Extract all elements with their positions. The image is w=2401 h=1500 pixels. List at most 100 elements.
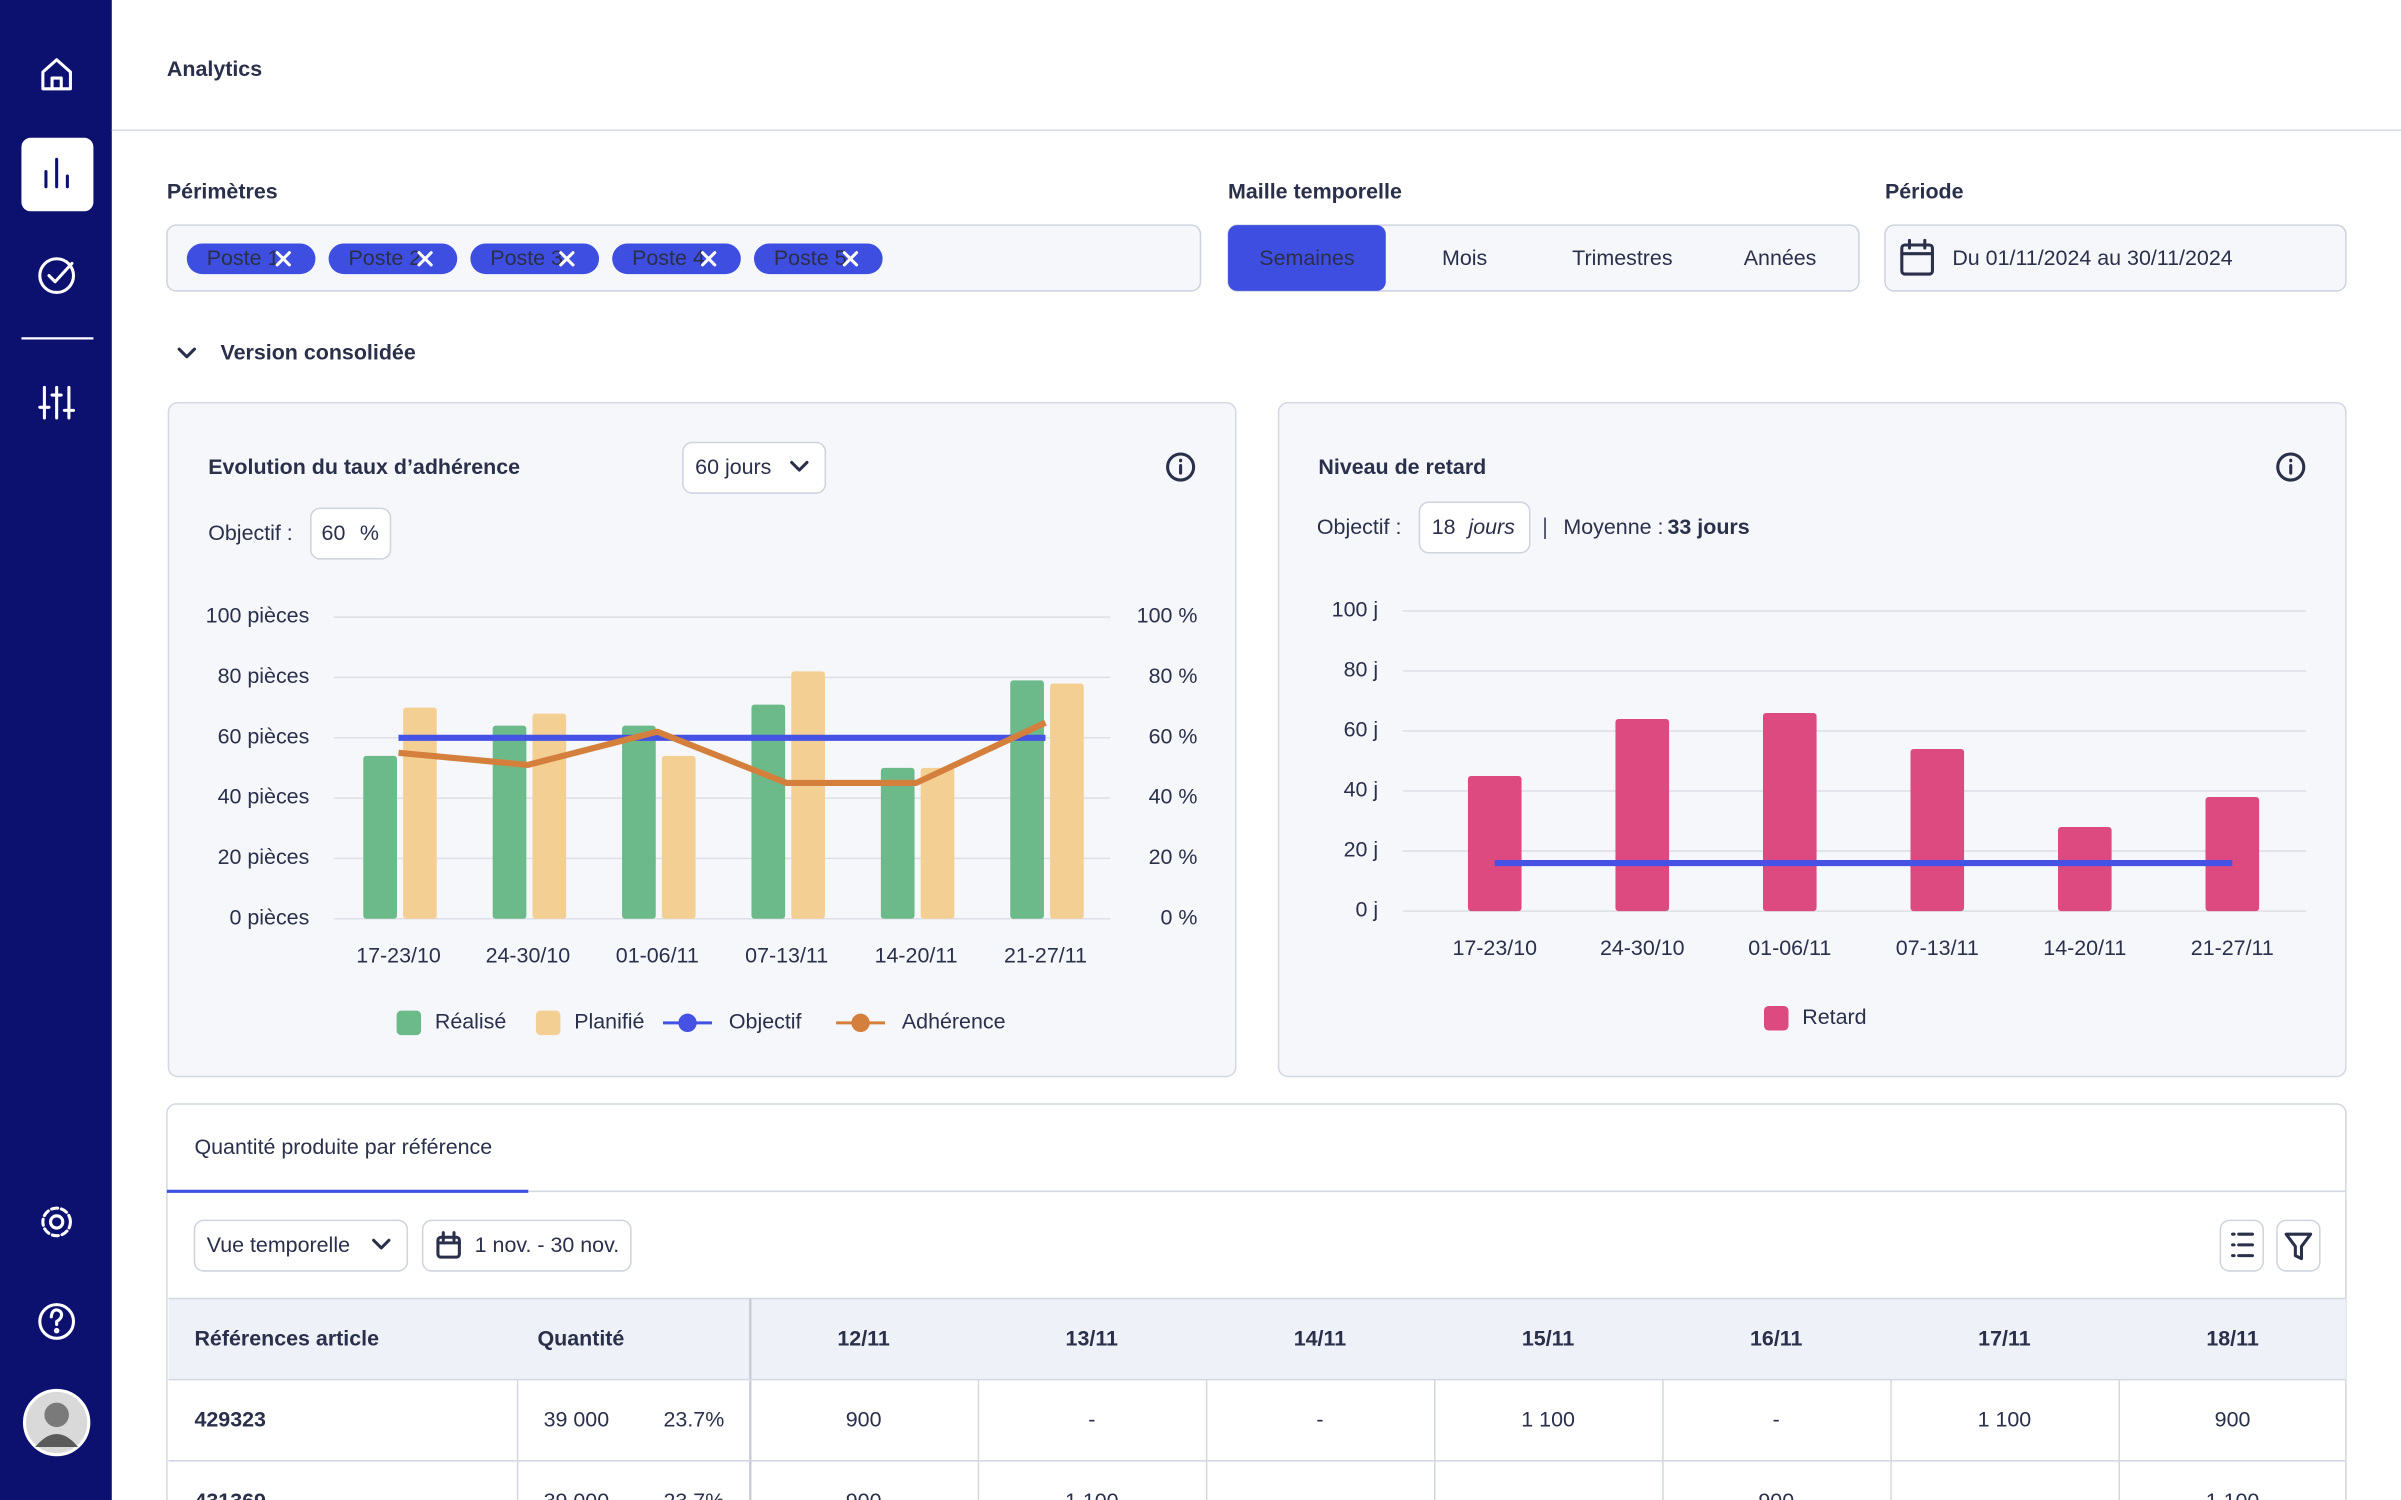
legend-label: Adhérence [902,1010,1006,1034]
reference-cell: 431369 [194,1489,266,1500]
column-header: 17/11 [1978,1326,2031,1350]
chip[interactable] [612,243,741,275]
period-field[interactable] [1884,224,2347,292]
chip[interactable] [470,243,600,275]
page-title: Analytics [167,57,262,81]
y2-tick-label: 20 % [1149,845,1198,869]
chip-remove[interactable] [701,251,717,267]
bar [1762,713,1817,912]
date-range-value: 1 nov. - 30 nov. [475,1233,619,1257]
chip[interactable] [328,243,458,275]
chip-label: Poste 5 [774,246,847,270]
objective-input[interactable] [1418,501,1531,554]
value-cell: 900 [846,1408,882,1432]
toggle-option[interactable]: Années [1744,246,1817,270]
y-tick-label: 40 j [1344,778,1379,802]
objective-value: 60 [322,521,346,545]
tab-label[interactable]: Quantité produite par référence [194,1135,492,1159]
value-cell: - [1545,1489,1552,1500]
x-tick-label: 21-27/11 [1004,944,1087,968]
toggle-active[interactable] [1228,225,1386,291]
y-tick-label: 20 pièces [218,845,310,869]
date-range-field[interactable] [421,1219,632,1272]
chip-remove[interactable] [417,251,433,267]
info-icon[interactable] [1166,452,1196,482]
legend-label: Retard [1802,1005,1866,1029]
objective-value: 18 [1432,515,1456,539]
objective-unit: % [360,521,379,545]
bar [622,725,656,919]
period-dropdown[interactable] [682,441,827,494]
calendar-icon-lines [1900,238,1934,256]
filter-button[interactable] [2276,1219,2321,1272]
avatar-body [35,1434,79,1448]
value-cell: - [2001,1489,2008,1500]
bar [791,671,825,919]
bar [2205,797,2260,912]
x-tick-label: 07-13/11 [745,944,828,968]
x-tick-label: 14-20/11 [875,944,958,968]
column-header: 15/11 [1522,1326,1575,1350]
y-tick-label: 60 pièces [218,724,310,748]
y-tick-label: 100 pièces [206,604,310,628]
y2-tick-label: 80 % [1149,664,1198,688]
objective-input[interactable] [310,507,392,560]
objective-unit: jours [1465,515,1515,539]
chip-remove[interactable] [275,251,291,267]
gear-icon[interactable] [41,1206,72,1238]
toggle-option[interactable]: Mois [1442,246,1487,270]
objective-label: Objectif : [1317,515,1402,539]
y-tick-label: 20 j [1344,838,1379,862]
value-cell: 1 100 [1065,1489,1119,1500]
toggle-option[interactable]: Trimestres [1572,246,1672,270]
home-icon[interactable] [41,58,72,91]
x-tick-label: 01-06/11 [1748,936,1831,960]
legend-dot [851,1013,870,1033]
filter-icon [2284,1232,2313,1261]
toggle-option[interactable]: Semaines [1259,246,1354,270]
y2-tick-label: 60 % [1149,724,1198,748]
bar [532,713,567,919]
x-tick-label: 24-30/10 [486,944,571,968]
tasks-icon[interactable] [38,257,76,294]
bar [363,755,397,919]
chip-label: Poste 3 [490,246,563,270]
dropdown-chevron [790,460,809,472]
x-tick-label: 01-06/11 [616,944,699,968]
table-header-row [168,1298,2346,1380]
legend-swatch [396,1010,422,1036]
chip[interactable] [753,243,883,275]
view-select[interactable] [193,1219,409,1272]
bar [1050,683,1084,919]
x-tick-label: 24-30/10 [1600,936,1685,960]
bar [1467,776,1522,912]
chip[interactable] [186,243,316,275]
average-label: Moyenne : [1563,515,1663,539]
column-header: Références article [194,1326,379,1350]
x-tick-label: 17-23/10 [1452,936,1537,960]
value-cell: 900 [2215,1408,2251,1432]
calendar-icon [436,1235,461,1259]
section-title: Version consolidée [220,340,415,364]
legend-label: Objectif [729,1010,802,1034]
y2-tick-label: 0 % [1161,905,1198,929]
bar [1910,749,1965,912]
x-tick-label: 17-23/10 [356,944,441,968]
column-header: 14/11 [1294,1326,1347,1350]
view-select-value: Vue temporelle [207,1233,350,1257]
y-tick-label: 80 j [1344,658,1379,682]
bar [1615,719,1670,912]
help-icon[interactable] [38,1303,76,1340]
x-tick-label: 21-27/11 [2191,936,2274,960]
y-tick-label: 0 j [1355,898,1378,922]
settings-sliders-icon[interactable] [38,385,76,420]
analytics-icon [44,157,69,189]
info-icon[interactable] [2276,452,2306,482]
bar [880,767,915,919]
column-header: 13/11 [1066,1326,1119,1350]
chip-remove[interactable] [559,251,575,267]
chip-remove[interactable] [842,251,859,267]
y-tick-label: 80 pièces [218,664,310,688]
share-cell: 23.7% [664,1489,725,1500]
